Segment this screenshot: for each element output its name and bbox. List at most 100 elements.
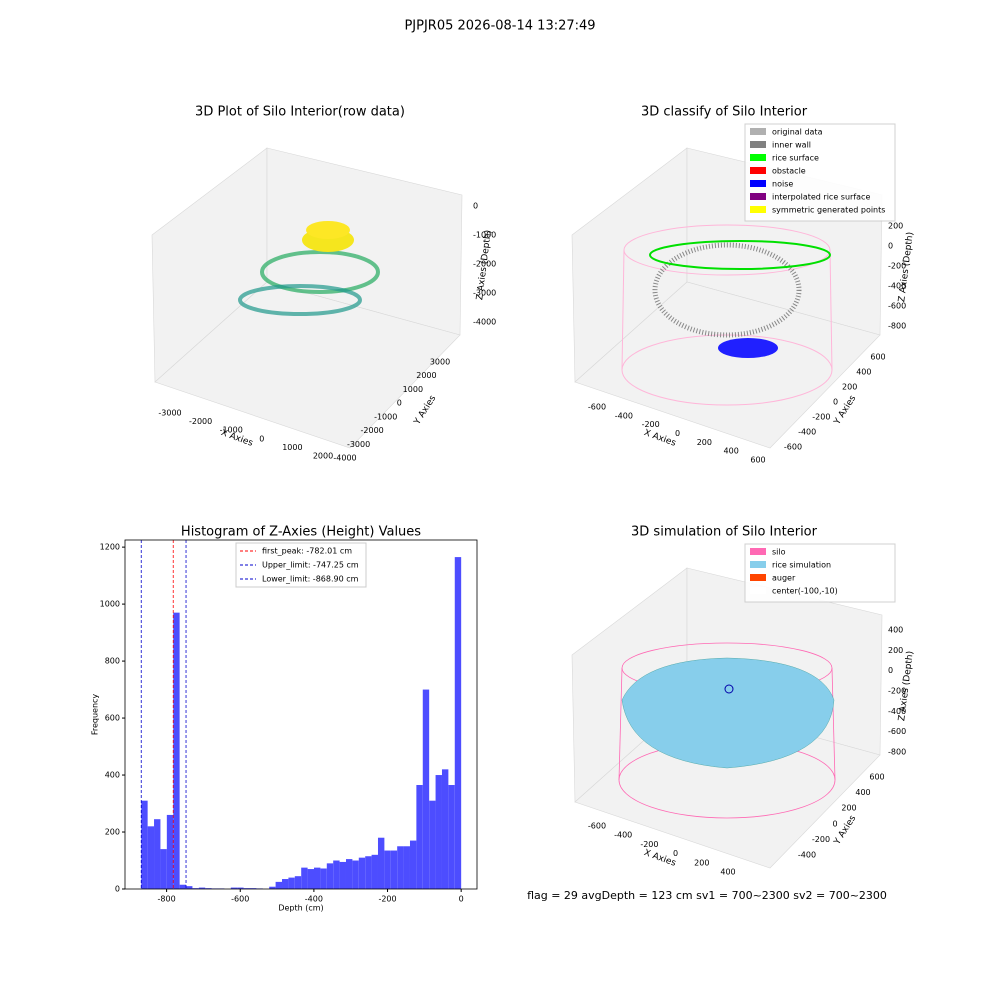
x-tick-label: 0 (259, 434, 264, 443)
bar (141, 800, 148, 889)
x-tick-label: -3000 (158, 409, 181, 418)
x-tick-label: 400 (720, 868, 735, 877)
bar (314, 867, 321, 889)
cloud-cluster (306, 221, 350, 239)
silo-wire (831, 667, 836, 781)
legend-label: center(-100,-10) (772, 587, 838, 596)
bar (294, 876, 302, 889)
y-tick-label: 1000 (100, 600, 120, 609)
bar (230, 887, 238, 889)
plot-frame (124, 539, 478, 890)
bar (333, 860, 340, 889)
x-tick-label: -200 (378, 895, 396, 904)
panel-title: 3D classify of Silo Interior (641, 105, 808, 120)
y-tick-label: 800 (105, 657, 120, 666)
y-tick-label: 2000 (416, 371, 436, 380)
x-tick-label: -200 (642, 420, 660, 429)
x-tick-label: 600 (750, 456, 765, 465)
x-tick-label: -200 (640, 840, 658, 849)
y-tick-label: 200 (105, 828, 120, 837)
y-tick-label: 1200 (100, 543, 120, 552)
x-tick-label: -600 (231, 895, 249, 904)
y-tick-label: 0 (832, 819, 837, 828)
legend-swatch (750, 154, 766, 161)
cloud-ring (260, 250, 380, 294)
bar (269, 886, 276, 889)
bar (275, 881, 283, 889)
legend-label: noise (772, 180, 793, 189)
x-tick-label: 200 (694, 858, 709, 867)
x-tick-label: -800 (158, 895, 176, 904)
legend-swatch (750, 193, 766, 200)
z-tick-label: -200 (888, 687, 906, 696)
bar (454, 557, 462, 889)
decor (238, 221, 836, 819)
x-tick-label: 200 (697, 438, 712, 447)
z-tick-label: 400 (888, 626, 903, 635)
noise-cluster (718, 338, 778, 358)
x-tick-label: 400 (724, 447, 739, 456)
z-tick-label: 0 (888, 242, 893, 251)
legend-label: interpolated rice surface (772, 193, 870, 202)
z-tick-label: -4000 (473, 318, 496, 327)
y-tick-label: 400 (855, 788, 870, 797)
panel-title: 3D Plot of Silo Interior(row data) (195, 105, 405, 120)
x-tick-label: 2000 (313, 452, 333, 461)
rice-surface (621, 657, 835, 769)
bar (160, 849, 167, 889)
y-tick-label: 400 (105, 771, 120, 780)
bar (205, 888, 212, 889)
z-tick-label: -600 (888, 727, 906, 736)
y-tick-label: 600 (869, 773, 884, 782)
x-tick-label: -600 (588, 403, 606, 412)
bar (435, 775, 442, 889)
bar (448, 785, 455, 889)
y-tick-label: -200 (812, 835, 830, 844)
legend-swatch (750, 574, 766, 581)
legend-box (235, 542, 367, 588)
bar (390, 850, 398, 889)
bar (237, 887, 244, 889)
z-tick-label: -800 (888, 748, 906, 757)
bar (326, 863, 334, 889)
bar (282, 879, 289, 889)
z-tick-label: -800 (888, 322, 906, 331)
x-tick-label: 0 (459, 895, 464, 904)
x-tick-label: -400 (615, 411, 633, 420)
z-tick-label: -2000 (473, 260, 496, 269)
z-tick-label: -200 (888, 262, 906, 271)
bar (422, 689, 430, 889)
bar (377, 837, 385, 889)
x-tick-label: 0 (675, 429, 680, 438)
bar (358, 857, 366, 889)
x-tick-label: 1000 (282, 443, 302, 452)
x-axis-label: X Axies (642, 428, 677, 449)
y-tick-label: -400 (798, 428, 816, 437)
bar (352, 860, 359, 889)
y-tick-label: 0 (833, 398, 838, 407)
bar (365, 856, 372, 889)
legend-label: rice surface (772, 154, 819, 163)
legend-label: obstacle (772, 167, 806, 176)
legend-label: silo (772, 548, 786, 557)
figure-title: PJPJR05 2026-08-14 13:27:49 (404, 19, 595, 34)
y-tick-label: 200 (842, 383, 857, 392)
bar (154, 819, 161, 889)
y-tick-label: -400 (798, 851, 816, 860)
silo-wire (618, 667, 623, 781)
y-tick-label: 400 (856, 368, 871, 377)
bar (441, 769, 449, 889)
z-tick-label: -3000 (473, 289, 496, 298)
x-tick-label: -2000 (189, 417, 212, 426)
z-tick-label: -400 (888, 282, 906, 291)
x-tick-label: -400 (305, 895, 323, 904)
legend-label: Lower_limit: -868.90 cm (262, 575, 359, 584)
status-text: flag = 29 avgDepth = 123 cm sv1 = 700~23… (527, 889, 887, 902)
bar (409, 840, 417, 889)
z-tick-label: -400 (888, 707, 906, 716)
bar (179, 884, 187, 889)
y-tick-label: -4000 (333, 454, 356, 463)
bar (198, 887, 206, 889)
legend-label: original data (772, 128, 823, 137)
bar (147, 826, 155, 889)
